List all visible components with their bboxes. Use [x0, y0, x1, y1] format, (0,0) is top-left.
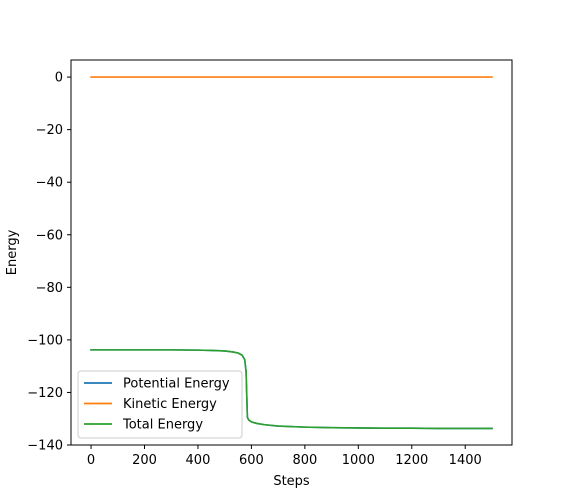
- y-tick-label: −80: [36, 281, 63, 296]
- x-tick-label: 800: [292, 453, 317, 468]
- x-tick-label: 1200: [395, 453, 428, 468]
- y-axis-label: Energy: [5, 229, 20, 275]
- series-layer: [90, 76, 493, 430]
- y-tick-label: −40: [36, 176, 63, 191]
- x-tick-label: 400: [186, 453, 211, 468]
- x-tick-label: 1400: [449, 453, 482, 468]
- x-tick-label: 600: [239, 453, 264, 468]
- y-tick-label: −140: [27, 439, 63, 454]
- plot-frame: [70, 59, 513, 446]
- y-tick-label: −100: [27, 333, 63, 348]
- legend: Potential Energy Kinetic Energy Total Ener…: [77, 370, 243, 439]
- x-axis-label: Steps: [273, 474, 310, 489]
- y-tick-label: −20: [36, 123, 63, 138]
- series-line-3: [90, 349, 493, 430]
- x-tick-label: 0: [87, 453, 95, 468]
- legend-label: Potential Energy: [123, 377, 230, 392]
- y-tick-label: 0: [55, 71, 63, 86]
- y-tick-label: −60: [36, 228, 63, 243]
- legend-frame: [77, 370, 243, 439]
- legend-label: Kinetic Energy: [123, 397, 217, 412]
- x-tick-label: 200: [132, 453, 157, 468]
- x-tick-label: 1000: [342, 453, 375, 468]
- legend-label: Total Energy: [122, 418, 203, 433]
- ticks-layer: 0 200 400 600 800 1000 1200 1400 0 −20 −40 −60 −80 −1…: [27, 71, 481, 468]
- y-tick-label: −120: [27, 386, 63, 401]
